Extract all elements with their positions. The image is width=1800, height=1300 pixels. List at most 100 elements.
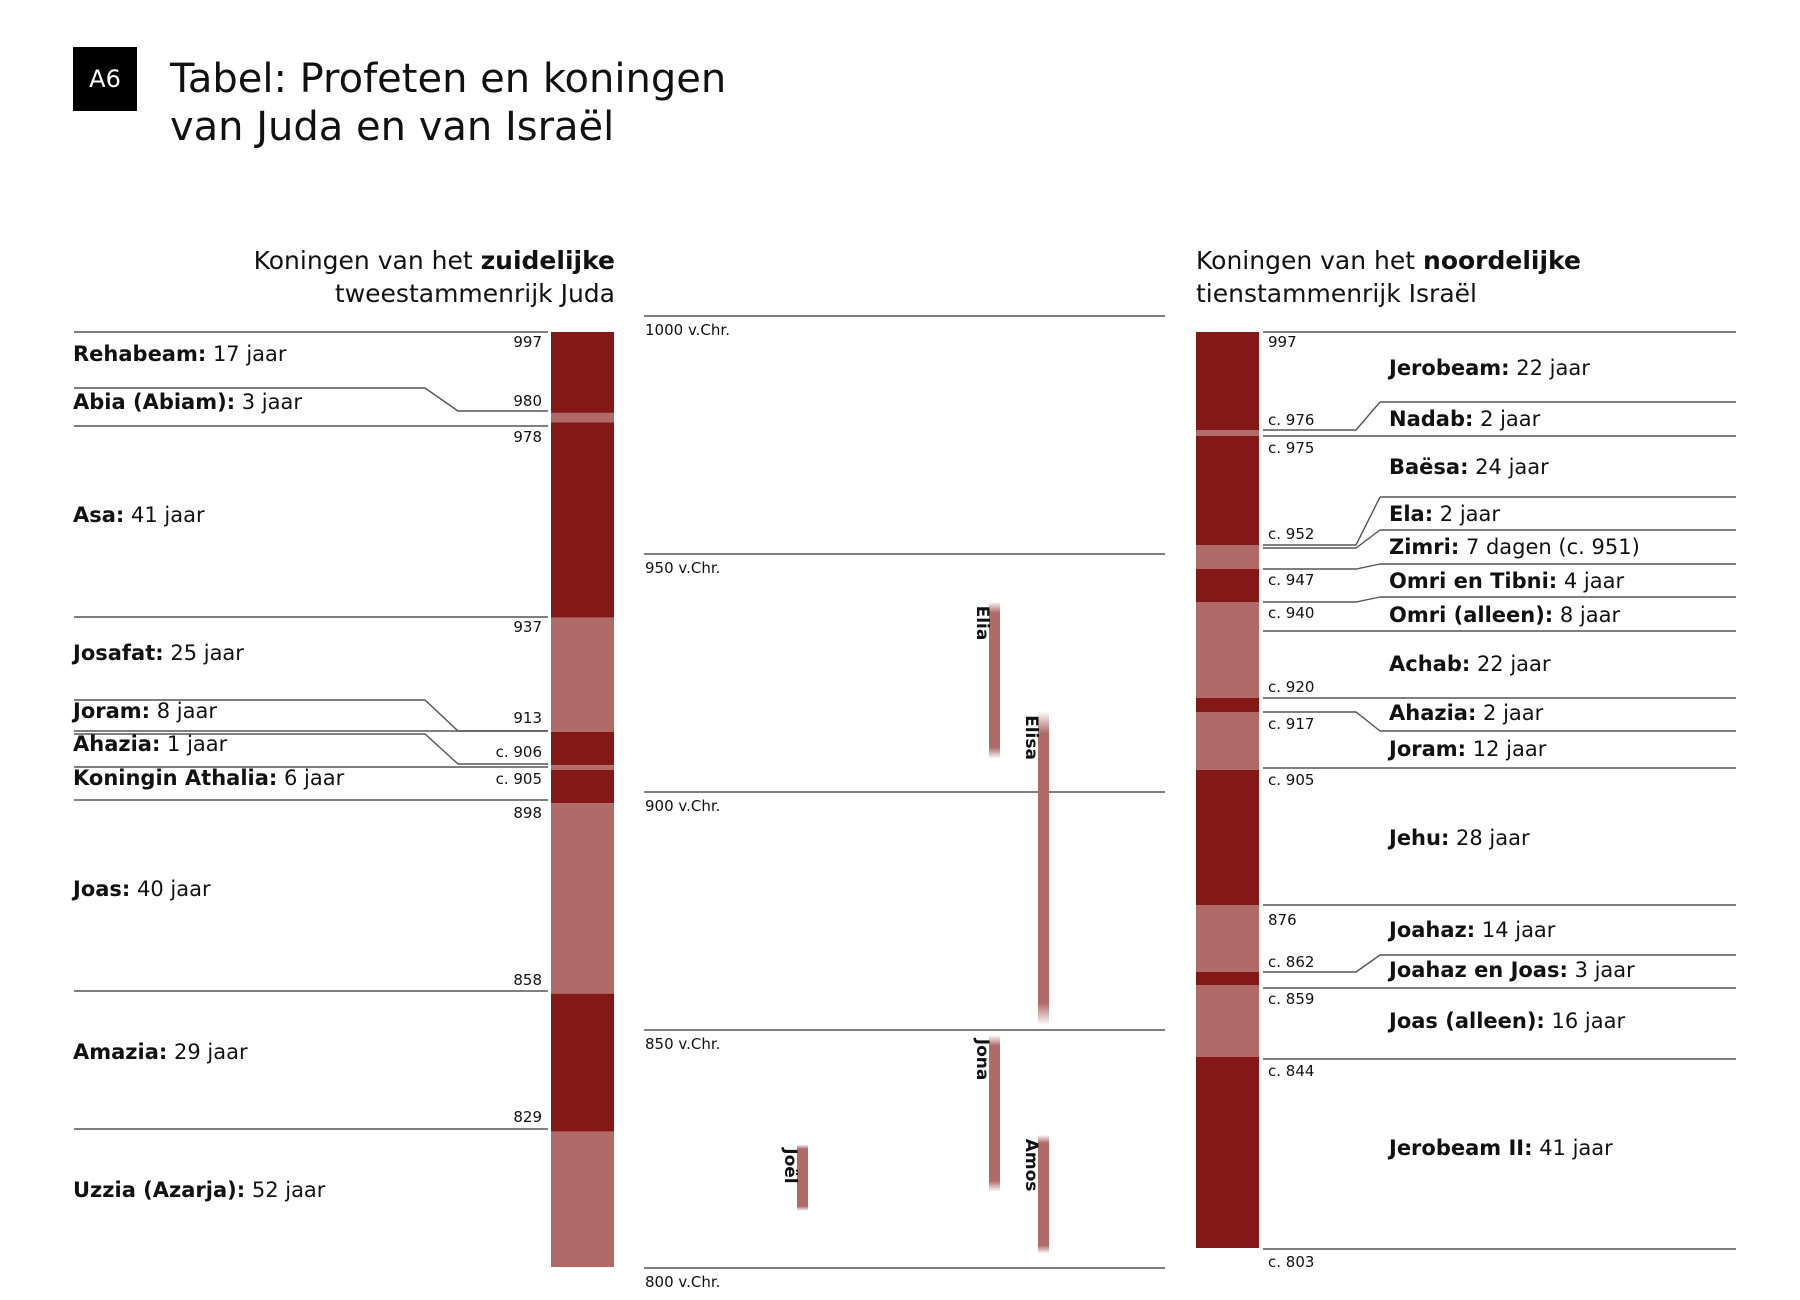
judah-reign-bar (551, 803, 614, 994)
judah-king-label-name: Rehabeam: (73, 342, 206, 366)
israel-king-label: Jerobeam: 22 jaar (1387, 356, 1590, 380)
israel-king-label-reign: 2 jaar (1476, 701, 1543, 725)
israel-reign-bar (1196, 1057, 1259, 1248)
judah-reign-bar (551, 731, 614, 766)
judah-year-label: c. 905 (496, 770, 542, 788)
judah-king-label-reign: 6 jaar (277, 766, 344, 790)
israel-king-label-reign: 12 jaar (1466, 737, 1547, 761)
israel-king-label-name: Jerobeam: (1387, 356, 1510, 380)
israel-year-label: c. 917 (1268, 715, 1314, 733)
judah-king-label-name: Abia (Abiam): (73, 390, 235, 414)
judah-king-label: Joram: 8 jaar (71, 699, 217, 723)
judah-year-label: 898 (513, 804, 542, 822)
judah-heading: Koningen van het zuidelijke tweestammenr… (254, 244, 615, 310)
prophet-label-joël: Joël (780, 1147, 800, 1183)
israel-king-label: Joas (alleen): 16 jaar (1387, 1009, 1625, 1033)
judah-king-label-reign: 8 jaar (150, 699, 217, 723)
prophet-bar-joël (797, 1144, 808, 1211)
israel-king-label: Joram: 12 jaar (1387, 737, 1547, 761)
israel-reign-bar (1196, 332, 1259, 430)
israel-king-label-reign: 22 jaar (1510, 356, 1591, 380)
judah-year-label: 829 (513, 1108, 542, 1126)
judah-column: Rehabeam: 17 jaar Abia (Abiam): 3 jaar Asa… (71, 331, 614, 1267)
israel-king-label-name: Joahaz: (1387, 918, 1475, 942)
israel-reign-bar (1196, 569, 1259, 602)
israel-year-label: 876 (1268, 911, 1297, 929)
judah-king-label: Asa: 41 jaar (73, 503, 205, 527)
israel-king-label-name: Nadab: (1389, 407, 1473, 431)
israel-year-label: c. 947 (1268, 571, 1314, 589)
prophet-bar-elia (989, 601, 1000, 759)
prophet-bar-amos (1038, 1134, 1049, 1254)
israel-king-label: Jehu: 28 jaar (1387, 826, 1530, 850)
israel-king-label: Achab: 22 jaar (1389, 652, 1551, 676)
israel-king-label-reign: 24 jaar (1469, 455, 1550, 479)
israel-year-label: c. 905 (1268, 771, 1314, 789)
judah-year-label: 978 (513, 428, 542, 446)
israel-leader-6 (1263, 954, 1381, 973)
section-badge: A6 (73, 47, 137, 111)
judah-leader-abia (74, 387, 548, 412)
israel-year-label: c. 940 (1268, 604, 1314, 622)
israel-year-label: c. 803 (1268, 1253, 1314, 1271)
israel-king-label: Ela: 2 jaar (1389, 502, 1500, 526)
judah-year-label: 913 (513, 709, 542, 727)
israel-king-label: Joahaz en Joas: 3 jaar (1387, 958, 1635, 982)
timeline-tick-label-900: 900 v.Chr. (645, 797, 720, 815)
israel-reign-bar (1196, 556, 1259, 569)
israel-year-label: c. 844 (1268, 1062, 1314, 1080)
timeline-tick-label-1000: 1000 v.Chr. (645, 321, 730, 339)
israel-reign-bar (1196, 985, 1259, 1057)
israel-leader-5 (1263, 711, 1381, 732)
israel-reign-bar (1196, 905, 1259, 972)
israel-reign-bar (1196, 545, 1259, 556)
judah-reign-bar (551, 769, 614, 804)
judah-king-label-reign: 17 jaar (206, 342, 287, 366)
judah-king-label-reign: 29 jaar (167, 1040, 248, 1064)
israel-reign-bar (1196, 972, 1259, 985)
israel-year-label: c. 862 (1268, 953, 1314, 971)
judah-king-label: Rehabeam: 17 jaar (73, 342, 287, 366)
israel-reign-bar (1196, 602, 1259, 698)
israel-king-label-reign: 2 jaar (1433, 502, 1500, 526)
israel-king-label: Baësa: 24 jaar (1389, 455, 1549, 479)
israel-king-label-name: Jehu: (1387, 826, 1449, 850)
israel-reign-bar (1196, 436, 1259, 545)
timeline-tick-label-950: 950 v.Chr. (645, 559, 720, 577)
israel-king-label-name: Baësa: (1389, 455, 1469, 479)
judah-king-label: Abia (Abiam): 3 jaar (73, 390, 302, 414)
judah-reign-bar (551, 422, 614, 618)
title-line-2: van Juda en van Israël (170, 104, 615, 150)
israel-king-label-reign: 41 jaar (1533, 1136, 1614, 1160)
israel-king-label-name: Joahaz en Joas: (1387, 958, 1568, 982)
prophet-label-elia: Elia (972, 606, 992, 641)
israel-reign-bar (1196, 698, 1259, 712)
judah-king-label-reign: 25 jaar (164, 641, 245, 665)
judah-king-label: Ahazia: 1 jaar (73, 732, 228, 756)
israel-king-label: Nadab: 2 jaar (1389, 407, 1541, 431)
judah-reign-bar (551, 332, 614, 413)
judah-king-label: Koningin Athalia: 6 jaar (73, 766, 345, 790)
israel-king-label-name: Omri en Tibni: (1389, 569, 1557, 593)
israel-king-label-reign: 22 jaar (1470, 652, 1551, 676)
israel-year-label: c. 920 (1268, 678, 1314, 696)
israel-heading: Koningen van het noordelijke tienstammen… (1196, 244, 1581, 310)
israel-king-label-reign: 4 jaar (1557, 569, 1624, 593)
judah-year-label: 937 (513, 618, 542, 636)
israel-king-label-reign: 7 dagen (c. 951) (1459, 535, 1640, 559)
israel-reign-bar (1196, 430, 1259, 436)
israel-king-label: Zimri: 7 dagen (c. 951) (1389, 535, 1640, 559)
timeline-tick-label-850: 850 v.Chr. (645, 1035, 720, 1053)
israel-reign-bar (1196, 712, 1259, 770)
israel-leader-2 (1263, 529, 1381, 549)
israel-heading-pre: Koningen van het (1196, 246, 1424, 275)
israel-king-label-name: Ahazia: (1389, 701, 1476, 725)
israel-year-label: c. 976 (1268, 411, 1314, 429)
prophet-timeline: 1000 v.Chr. 950 v.Chr. 900 v.Chr. 850 v.Chr… (644, 315, 1165, 1291)
judah-king-label-name: Ahazia: (73, 732, 160, 756)
israel-year-label: 997 (1268, 333, 1297, 351)
prophet-bar-jona (989, 1034, 1000, 1192)
israel-leader-0 (1263, 401, 1381, 431)
judah-reign-bar (551, 412, 614, 423)
